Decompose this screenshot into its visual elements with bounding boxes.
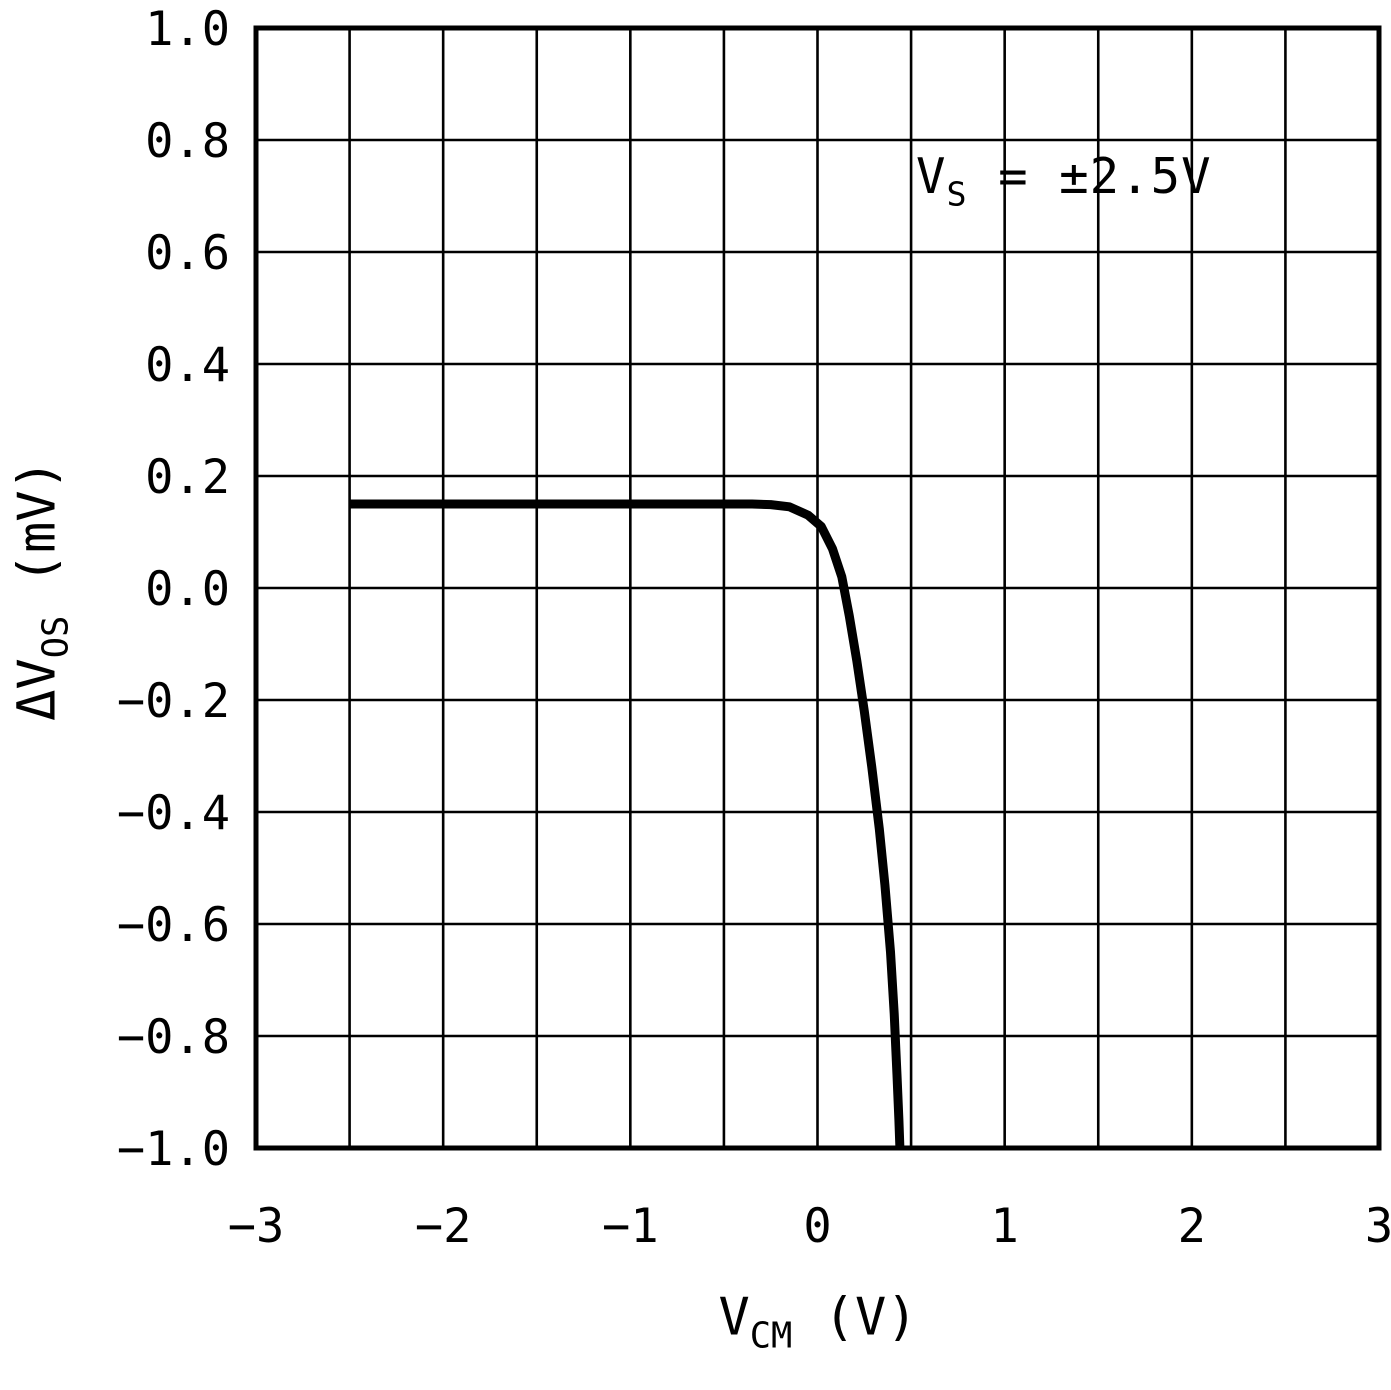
y-tick-label: 0.6 <box>145 226 230 281</box>
x-axis-label-rest: (V) <box>792 1287 918 1348</box>
x-tick-label: 3 <box>1365 1199 1391 1254</box>
y-tick-label: −0.8 <box>117 1010 230 1065</box>
y-tick-label: 0.0 <box>145 562 230 617</box>
series-line <box>349 499 905 1149</box>
y-tick-label: −1.0 <box>117 1122 230 1177</box>
annotation-prefix: V <box>916 148 947 205</box>
y-tick-label: 1.0 <box>145 2 230 57</box>
y-tick-label: 0.2 <box>145 450 230 505</box>
y-tick-label: −0.2 <box>117 674 230 729</box>
annotation-subscript: S <box>946 174 968 214</box>
x-tick-label: −2 <box>415 1199 472 1254</box>
x-tick-label: −1 <box>602 1199 659 1254</box>
x-axis-label-prefix: V <box>718 1287 750 1348</box>
annotation-rest: = ±2.5V <box>967 148 1212 205</box>
y-tick-label: 0.8 <box>145 114 230 169</box>
y-tick-label: −0.4 <box>117 786 230 841</box>
y-axis-label: ΔVOS (mV) <box>7 459 76 721</box>
x-tick-label: 2 <box>1178 1199 1206 1254</box>
y-axis-label-subscript: OS <box>35 615 77 659</box>
y-tick-label: 0.4 <box>145 338 230 393</box>
x-axis-label: VCM (V) <box>718 1287 917 1356</box>
y-tick-label: −0.6 <box>117 898 230 953</box>
y-axis-label-rest: (mV) <box>7 459 68 616</box>
x-tick-label: 0 <box>803 1199 831 1254</box>
x-tick-label: −3 <box>228 1199 285 1254</box>
x-tick-label: 1 <box>991 1199 1019 1254</box>
y-axis-label-prefix: ΔV <box>7 658 68 721</box>
x-axis-label-subscript: CM <box>749 1315 793 1357</box>
plot-border <box>253 25 1382 1151</box>
supply-voltage-annotation: VS = ±2.5V <box>916 148 1212 214</box>
